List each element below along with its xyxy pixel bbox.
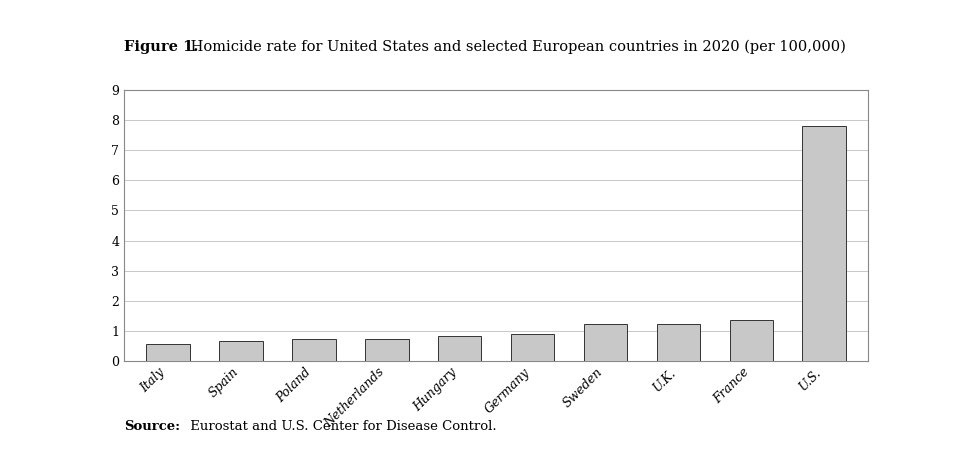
Bar xyxy=(801,126,845,361)
Text: Figure 1.: Figure 1. xyxy=(124,40,198,54)
Text: Source:: Source: xyxy=(124,420,180,433)
Bar xyxy=(437,336,481,361)
Text: Eurostat and U.S. Center for Disease Control.: Eurostat and U.S. Center for Disease Con… xyxy=(186,420,497,433)
Bar xyxy=(146,344,190,361)
Bar xyxy=(218,341,262,361)
Bar xyxy=(583,324,627,361)
Bar xyxy=(364,339,408,361)
Bar xyxy=(510,334,554,361)
Text: Homicide rate for United States and selected European countries in 2020 (per 100: Homicide rate for United States and sele… xyxy=(186,40,845,54)
Bar xyxy=(656,324,700,361)
Bar xyxy=(729,320,773,361)
Bar xyxy=(292,339,335,361)
